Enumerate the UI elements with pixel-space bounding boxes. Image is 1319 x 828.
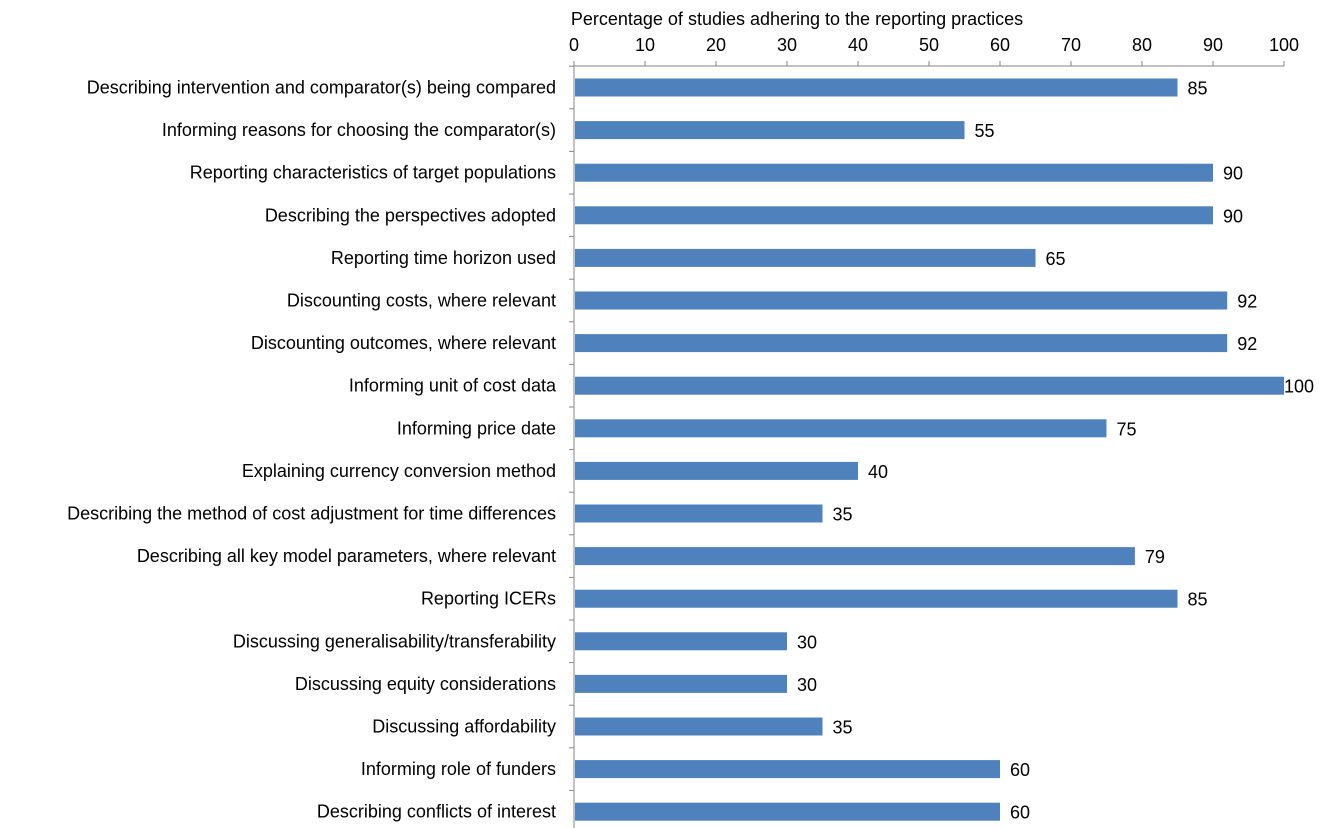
data-labels: 85 55 90 90 65 92 92 100 75 40 35 79 85 30 30 35 60 60 — [797, 79, 1314, 823]
x-tick-label: 80 — [1132, 35, 1152, 55]
data-label: 35 — [833, 505, 853, 525]
data-label: 60 — [1010, 760, 1030, 780]
category-label: Describing the perspectives adopted — [265, 205, 556, 225]
data-label: 85 — [1188, 79, 1208, 99]
x-axis-ticks: 0 10 20 30 40 50 60 70 80 90 100 — [569, 35, 1299, 828]
x-axis-title: Percentage of studies adhering to the re… — [571, 9, 1023, 29]
data-label: 85 — [1188, 590, 1208, 610]
bar — [575, 760, 1000, 779]
x-tick-label: 70 — [1061, 35, 1081, 55]
category-label: Discounting outcomes, where relevant — [251, 333, 556, 353]
bar — [575, 334, 1228, 353]
category-label: Describing the method of cost adjustment… — [67, 504, 556, 524]
bar — [575, 206, 1213, 225]
category-label: Informing price date — [397, 418, 556, 438]
data-label: 35 — [833, 718, 853, 738]
category-label: Describing all key model parameters, whe… — [137, 546, 556, 566]
data-label: 90 — [1223, 206, 1243, 226]
bar — [575, 291, 1228, 310]
bar — [575, 717, 823, 736]
category-label: Discussing generalisability/transferabil… — [233, 631, 556, 651]
category-label: Discussing equity considerations — [295, 674, 556, 694]
category-label: Reporting characteristics of target popu… — [190, 163, 556, 183]
bar — [575, 121, 965, 140]
category-label: Reporting ICERs — [421, 589, 556, 609]
category-label: Informing role of funders — [361, 759, 556, 779]
x-tick-label: 60 — [990, 35, 1010, 55]
x-tick-label: 10 — [635, 35, 655, 55]
bar — [575, 674, 787, 693]
bar — [575, 504, 823, 523]
data-label: 55 — [975, 121, 995, 141]
data-label: 75 — [1117, 419, 1137, 439]
x-tick-label: 0 — [569, 35, 579, 55]
data-label: 79 — [1145, 547, 1165, 567]
data-label: 30 — [797, 632, 817, 652]
data-label: 90 — [1223, 164, 1243, 184]
x-tick-label: 50 — [919, 35, 939, 55]
x-tick-label: 40 — [848, 35, 868, 55]
bar — [575, 376, 1284, 395]
category-label: Discounting costs, where relevant — [287, 291, 556, 311]
x-tick-label: 30 — [777, 35, 797, 55]
bar — [575, 802, 1000, 821]
category-label: Reporting time horizon used — [331, 248, 556, 268]
data-label: 40 — [868, 462, 888, 482]
category-label: Describing intervention and comparator(s… — [87, 78, 556, 98]
bar — [575, 419, 1107, 438]
category-label: Explaining currency conversion method — [242, 461, 556, 481]
data-label: 30 — [797, 675, 817, 695]
data-label: 100 — [1284, 377, 1314, 397]
category-label: Informing reasons for choosing the compa… — [162, 120, 556, 140]
bar — [575, 461, 858, 480]
bar — [575, 547, 1135, 566]
data-label: 92 — [1237, 292, 1257, 312]
category-label: Discussing affordability — [372, 717, 556, 737]
category-label: Describing conflicts of interest — [317, 802, 556, 822]
x-tick-label: 20 — [706, 35, 726, 55]
bar — [575, 248, 1036, 267]
bar — [575, 589, 1178, 608]
category-label: Informing unit of cost data — [349, 376, 557, 396]
data-label: 92 — [1237, 334, 1257, 354]
bars — [575, 78, 1284, 821]
bar — [575, 163, 1213, 182]
bar — [575, 632, 787, 651]
data-label: 60 — [1010, 803, 1030, 823]
bar — [575, 78, 1178, 97]
data-label: 65 — [1046, 249, 1066, 269]
category-labels: Describing intervention and comparator(s… — [67, 78, 557, 822]
x-tick-label: 90 — [1203, 35, 1223, 55]
x-tick-label: 100 — [1269, 35, 1299, 55]
